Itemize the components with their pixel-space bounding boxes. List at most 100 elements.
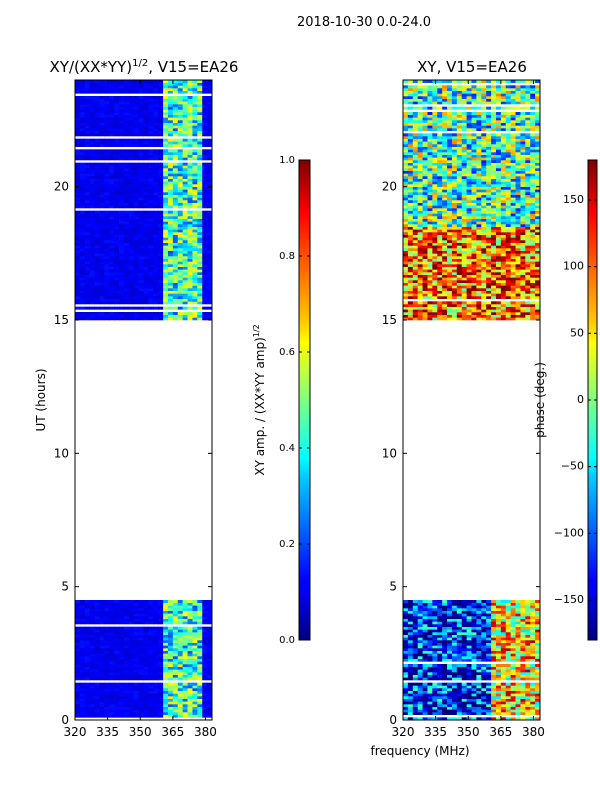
heatmap-cell xyxy=(457,611,462,614)
heatmap-cell xyxy=(516,669,521,672)
heatmap-cell xyxy=(75,709,80,712)
heatmap-cell xyxy=(75,101,80,104)
heatmap-cell xyxy=(188,83,193,86)
heatmap-cell xyxy=(144,189,149,192)
heatmap-cell xyxy=(99,203,104,206)
heatmap-cell xyxy=(173,291,178,294)
heatmap-cell xyxy=(163,184,168,187)
heatmap-cell xyxy=(432,301,437,304)
heatmap-cell xyxy=(457,704,462,707)
heatmap-cell xyxy=(144,131,149,134)
heatmap-cell xyxy=(188,293,193,296)
heatmap-cell xyxy=(114,683,119,686)
heatmap-cell xyxy=(168,152,173,155)
heatmap-cell xyxy=(144,643,149,646)
heatmap-cell xyxy=(80,219,85,222)
heatmap-cell xyxy=(124,600,129,603)
heatmap-cell xyxy=(197,307,202,310)
heatmap-cell xyxy=(119,285,124,288)
heatmap-cell xyxy=(452,312,457,315)
heatmap-cell xyxy=(104,104,109,107)
heatmap-cell xyxy=(163,301,168,304)
heatmap-cell xyxy=(95,173,100,176)
heatmap-cell xyxy=(148,165,153,168)
heatmap-cell xyxy=(85,83,90,86)
heatmap-cell xyxy=(202,235,207,238)
heatmap-cell xyxy=(109,605,114,608)
heatmap-cell xyxy=(408,613,413,616)
heatmap-cell xyxy=(462,693,467,696)
heatmap-cell xyxy=(501,635,506,638)
heatmap-cell xyxy=(511,309,516,312)
heatmap-cell xyxy=(506,629,511,632)
heatmap-cell xyxy=(192,715,197,718)
heatmap-cell xyxy=(486,664,491,667)
heatmap-cell xyxy=(530,608,535,611)
heatmap-cell xyxy=(452,701,457,704)
heatmap-cell xyxy=(197,211,202,214)
heatmap-cell xyxy=(452,672,457,675)
heatmap-cell xyxy=(129,211,134,214)
heatmap-cell xyxy=(197,200,202,203)
heatmap-cell xyxy=(178,128,183,131)
heatmap-cell xyxy=(158,632,163,635)
heatmap-cell xyxy=(202,123,207,126)
heatmap-cell xyxy=(158,637,163,640)
heatmap-cell xyxy=(144,155,149,158)
heatmap-cell xyxy=(90,173,95,176)
heatmap-cell xyxy=(427,296,432,299)
heatmap-cell xyxy=(442,301,447,304)
heatmap-cell xyxy=(95,253,100,256)
heatmap-cell xyxy=(80,277,85,280)
heatmap-cell xyxy=(153,715,158,718)
heatmap-cell xyxy=(163,611,168,614)
heatmap-cell xyxy=(418,291,423,294)
heatmap-cell xyxy=(104,115,109,118)
heatmap-cell xyxy=(520,709,525,712)
heatmap-cell xyxy=(153,221,158,224)
heatmap-cell xyxy=(476,688,481,691)
heatmap-cell xyxy=(472,632,477,635)
heatmap-cell xyxy=(109,600,114,603)
heatmap-cell xyxy=(192,669,197,672)
heatmap-cell xyxy=(153,203,158,206)
heatmap-cell xyxy=(413,309,418,312)
heatmap-cell xyxy=(192,256,197,259)
heatmap-cell xyxy=(202,299,207,302)
heatmap-cell xyxy=(168,157,173,160)
heatmap-cell xyxy=(511,704,516,707)
heatmap-cell xyxy=(423,677,428,680)
heatmap-cell xyxy=(139,123,144,126)
heatmap-cell xyxy=(134,200,139,203)
heatmap-cell xyxy=(85,251,90,254)
heatmap-cell xyxy=(90,117,95,120)
heatmap-cell xyxy=(525,624,530,627)
heatmap-cell xyxy=(202,293,207,296)
heatmap-cell xyxy=(129,165,134,168)
heatmap-cell xyxy=(85,200,90,203)
heatmap-cell xyxy=(496,637,501,640)
heatmap-cell xyxy=(90,701,95,704)
heatmap-cell xyxy=(525,632,530,635)
heatmap-cell xyxy=(104,152,109,155)
heatmap-cell xyxy=(75,704,80,707)
heatmap-cell xyxy=(403,637,408,640)
heatmap-cell xyxy=(153,675,158,678)
heatmap-cell xyxy=(491,656,496,659)
heatmap-cell xyxy=(163,688,168,691)
heatmap-cell xyxy=(188,117,193,120)
heatmap-cell xyxy=(134,219,139,222)
heatmap-cell xyxy=(80,293,85,296)
heatmap-cell xyxy=(192,701,197,704)
heatmap-cell xyxy=(139,243,144,246)
heatmap-cell xyxy=(75,637,80,640)
heatmap-cell xyxy=(119,637,124,640)
heatmap-cell xyxy=(153,632,158,635)
heatmap-cell xyxy=(427,664,432,667)
heatmap-cell xyxy=(85,165,90,168)
heatmap-cell xyxy=(197,605,202,608)
heatmap-cell xyxy=(134,115,139,118)
heatmap-cell xyxy=(183,176,188,179)
heatmap-cell xyxy=(188,181,193,184)
heatmap-cell xyxy=(163,675,168,678)
